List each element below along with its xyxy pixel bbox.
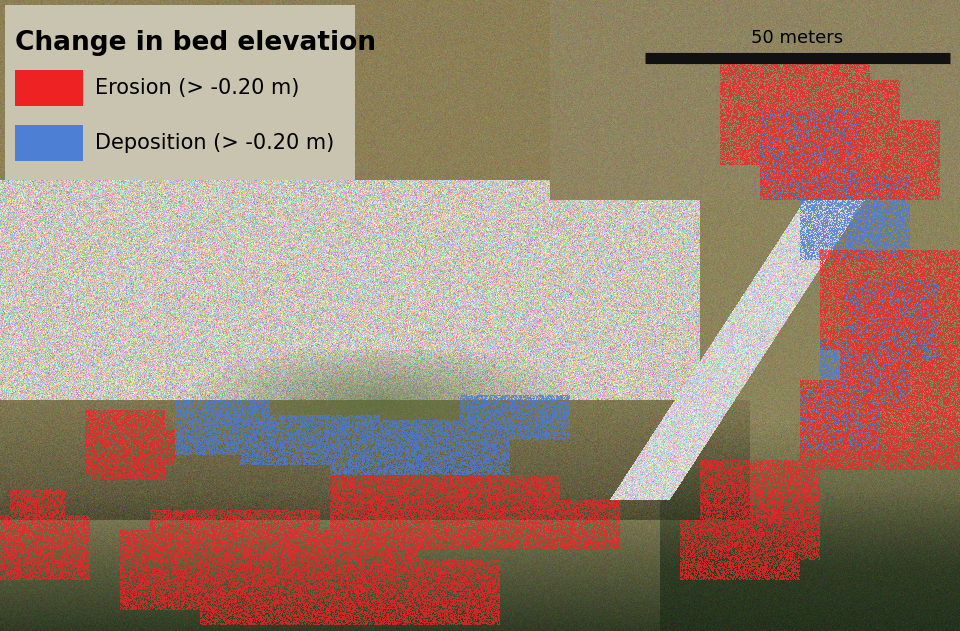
Text: Deposition (> -0.20 m): Deposition (> -0.20 m): [95, 133, 334, 153]
Bar: [5, 5, 355, 180]
Text: Change in bed elevation: Change in bed elevation: [15, 30, 376, 56]
Text: Erosion (> -0.20 m): Erosion (> -0.20 m): [95, 78, 300, 98]
Bar: [15, 70, 83, 106]
Text: 50 meters: 50 meters: [752, 29, 844, 47]
Bar: [15, 125, 83, 161]
